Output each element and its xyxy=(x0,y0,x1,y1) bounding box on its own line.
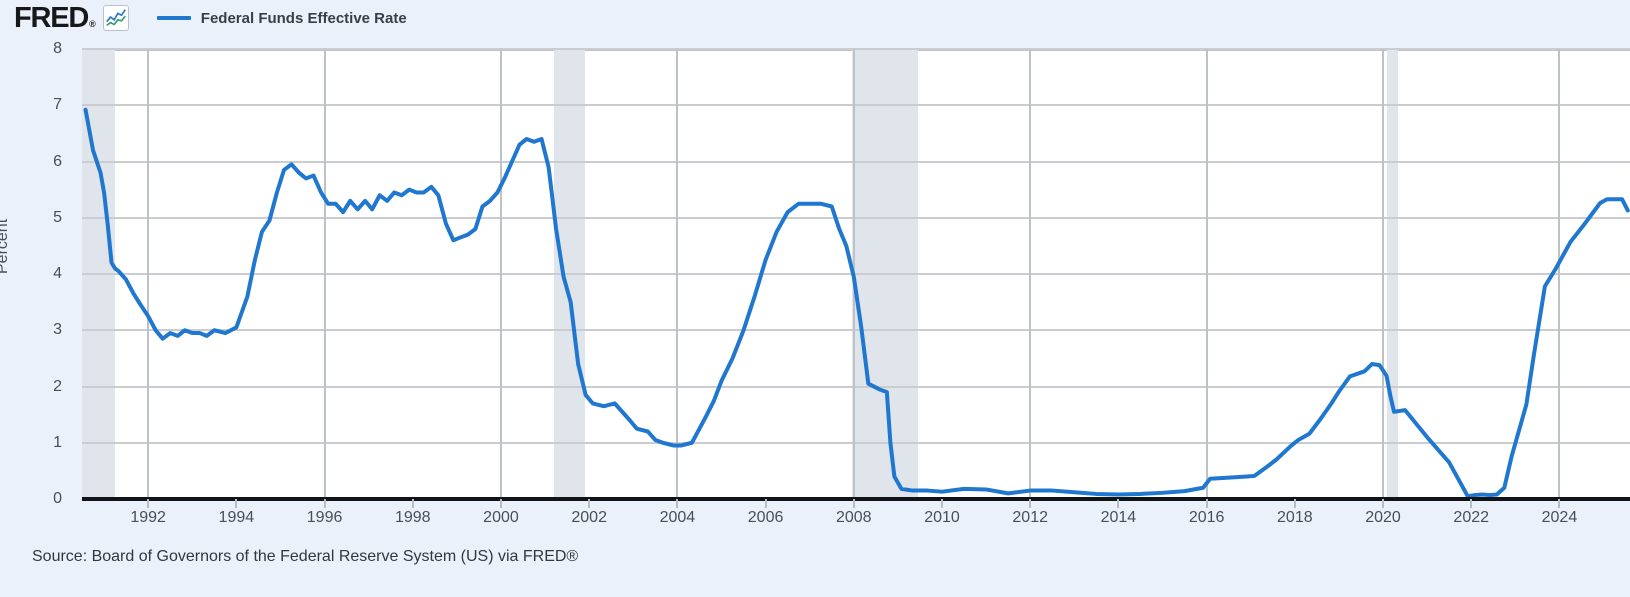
x-axis-tick-label: 2016 xyxy=(1188,509,1225,526)
gridline xyxy=(82,160,1630,163)
x-axis-tick-label: 2018 xyxy=(1277,509,1313,526)
gridline xyxy=(1382,49,1385,499)
x-axis-tick-mark xyxy=(1029,499,1032,508)
x-axis-tick-mark xyxy=(1293,499,1296,508)
chart-legend[interactable]: Federal Funds Effective Rate xyxy=(156,9,407,27)
gridline xyxy=(82,329,1630,332)
x-axis-tick-label: 2022 xyxy=(1453,509,1490,526)
x-axis-tick-mark xyxy=(1117,499,1120,508)
x-axis-tick-label: 2000 xyxy=(483,509,519,526)
y-axis-tick-label: 7 xyxy=(53,96,62,114)
gridline xyxy=(82,48,1630,50)
plot-area xyxy=(82,48,1630,501)
x-axis-tick-mark xyxy=(588,499,591,508)
x-axis-tick-label: 2024 xyxy=(1541,509,1578,526)
x-axis-tick-mark xyxy=(1558,499,1561,508)
fred-logo-registered: ® xyxy=(89,18,96,29)
gridline xyxy=(82,273,1630,275)
legend-series-label: Federal Funds Effective Rate xyxy=(200,9,407,27)
x-axis-tick-label: 1998 xyxy=(394,509,431,526)
y-axis-tick-label: 6 xyxy=(53,152,62,170)
gridline xyxy=(82,441,1630,444)
gridline xyxy=(1558,49,1561,499)
fred-logo-text: FRED xyxy=(14,1,89,34)
x-axis-tick-mark xyxy=(764,499,767,508)
x-axis-tick-mark xyxy=(499,499,502,508)
gridline xyxy=(323,49,326,499)
x-axis-tick-label: 2006 xyxy=(747,509,784,526)
x-axis-tick-mark xyxy=(147,499,150,508)
y-axis-tick-label: 8 xyxy=(53,40,62,57)
x-axis-baseline xyxy=(82,497,1630,501)
gridline xyxy=(1029,49,1032,499)
x-axis-tick-label: 2014 xyxy=(1100,509,1137,526)
y-axis-title: Percent xyxy=(0,218,11,274)
x-axis-tick-mark xyxy=(1205,499,1208,508)
gridline xyxy=(147,49,150,499)
x-axis-tick-mark xyxy=(1470,499,1473,508)
legend-color-swatch xyxy=(156,16,191,20)
chart-header: FRED ® Federal Funds Effective Rate xyxy=(0,0,1630,36)
source-note: Source: Board of Governors of the Federa… xyxy=(32,548,579,565)
gridline xyxy=(82,216,1630,219)
y-axis-tick-label: 4 xyxy=(53,265,62,282)
x-axis-tick-label: 1996 xyxy=(306,509,343,526)
x-axis-tick-label: 2004 xyxy=(659,509,696,526)
x-axis-tick-mark xyxy=(1382,499,1385,508)
gridline xyxy=(676,49,679,499)
y-axis-tick-label: 0 xyxy=(53,490,62,507)
y-axis-tick-label: 1 xyxy=(53,433,62,451)
x-axis-tick-label: 2002 xyxy=(571,509,607,526)
fred-logo: FRED ® xyxy=(14,1,96,34)
y-axis-tick-label: 3 xyxy=(53,321,62,339)
y-axis-tick-label: 5 xyxy=(53,208,62,226)
x-axis-tick-label: 1992 xyxy=(130,509,166,526)
x-axis-tick-label: 2012 xyxy=(1012,509,1048,526)
x-axis-tick-mark xyxy=(323,499,326,508)
series-polyline-federal-funds-effective-rate xyxy=(83,107,1630,499)
x-axis-tick-label: 1994 xyxy=(218,509,255,526)
x-axis-tick-mark xyxy=(852,499,855,508)
x-axis-tick-label: 2008 xyxy=(835,509,872,526)
gridline xyxy=(82,385,1630,388)
x-axis-tick-mark xyxy=(676,499,679,508)
x-axis-tick-mark xyxy=(941,499,943,508)
x-axis-tick-mark xyxy=(235,499,238,508)
x-axis-tick-label: 2010 xyxy=(924,509,960,526)
gridline xyxy=(499,49,502,499)
gridline xyxy=(82,104,1630,107)
y-axis-tick-label: 2 xyxy=(53,377,62,395)
fred-linechart-icon xyxy=(102,5,129,31)
x-axis-tick-label: 2020 xyxy=(1365,509,1401,526)
x-axis-tick-mark xyxy=(411,499,414,508)
gridline xyxy=(1205,49,1208,499)
series-line-chart xyxy=(83,107,1630,499)
